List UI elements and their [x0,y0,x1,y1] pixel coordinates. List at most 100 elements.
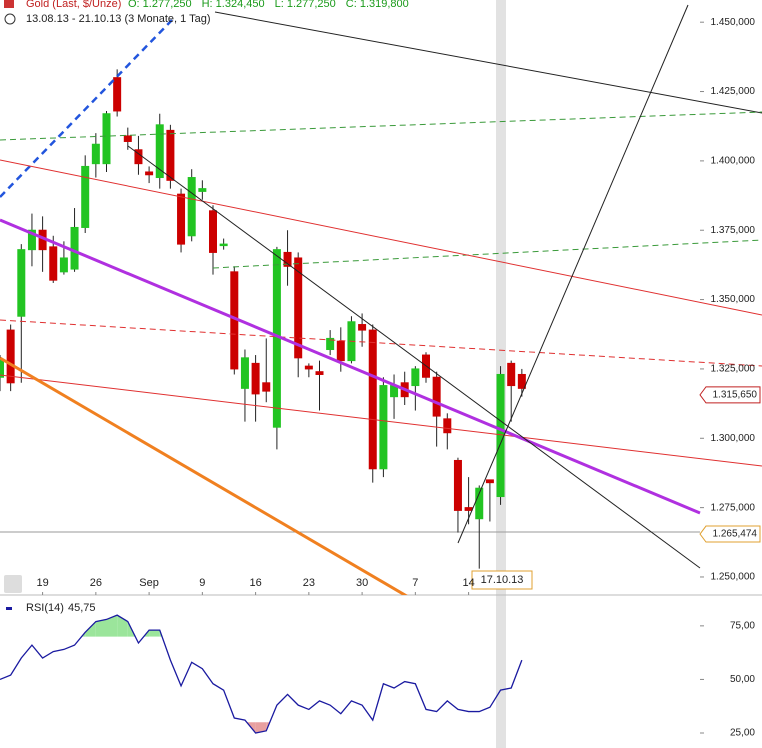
rsi-panel: 75,00 50,00 25,00 [0,614,755,739]
chart-icon [4,0,14,8]
y-tick-label: 25,00 [730,728,755,739]
candle-body [517,373,526,389]
main-panel [0,69,526,569]
price-label: 1.265,474 [713,529,758,540]
x-tick-label: 26 [90,577,102,589]
rsi-current: 45,75 [68,602,96,614]
rsi-band-fill [255,722,267,733]
x-tick-label: 16 [249,577,261,589]
trend-line [0,111,762,141]
y-tick-label: 1.250,000 [711,572,756,583]
candle-body [464,507,473,511]
price-label-box [699,386,761,404]
candle-body [336,340,345,362]
candle-body [283,251,292,267]
candle-body [507,362,516,387]
candle-body [145,171,154,176]
trend-line [0,218,701,515]
candle-body [27,229,36,251]
clock-icon [4,13,16,25]
candle-body [432,376,441,417]
x-tick-label: 19 [36,577,48,589]
x-tick-label: 9 [199,577,205,589]
rsi-band-fill [95,619,107,637]
candle-body [113,77,122,112]
ohlc-label: O: 1.277,250 [128,0,192,10]
y-tick-label: 75,00 [730,620,755,631]
candle-body [304,365,313,370]
candle-body [177,193,186,245]
y-tick-label: 1.425,000 [711,86,756,97]
y-tick-label: 1.325,000 [711,364,756,375]
candle-body [326,337,335,351]
rsi-legend: RSI(14) [26,602,64,614]
crosshair-date-box [471,570,533,590]
candle-body [262,382,271,392]
candle-body [219,243,228,247]
candle-body [453,459,462,511]
trend-line [457,4,689,544]
trend-line [0,319,762,367]
trend-line [0,356,408,595]
candle-body [123,135,132,142]
y-tick-label: 1.400,000 [711,156,756,167]
rsi-legend-swatch [6,607,12,610]
candle-body [17,249,26,317]
ohlc-label: C: 1.319,800 [346,0,409,10]
chart-title: Gold (Last, $/Unze) [26,0,121,10]
ohlc-label: H: 1.324,450 [202,0,265,10]
price-label: 1.315,650 [713,390,758,401]
chart-subtitle: 13.08.13 - 21.10.13 (3 Monate, 1 Tag) [26,13,210,25]
candle-body [251,362,260,395]
candle-body [91,143,100,165]
y-tick-label: 1.375,000 [711,225,756,236]
y-tick-label: 1.275,000 [711,502,756,513]
x-tick-label: 7 [412,577,418,589]
x-tick-label: 30 [356,577,368,589]
candle-body [315,371,324,375]
ohlc-values: O: 1.277,250 H: 1.324,450 L: 1.277,250 C: 1… [128,0,409,10]
candle-body [166,129,175,181]
crosshair-date: 17.10.13 [481,574,524,586]
trend-lines [0,4,762,595]
zoom-button[interactable] [4,575,22,593]
candle-body [443,418,452,434]
candle-body [379,385,388,470]
price-label-box [699,525,761,543]
x-tick-label: 14 [462,577,474,589]
trend-line [0,19,173,198]
y-tick-label: 1.300,000 [711,433,756,444]
candle-body [187,177,196,237]
rsi-band-fill [149,630,160,637]
x-tick-label: 23 [303,577,315,589]
ohlc-label: L: 1.277,250 [275,0,336,10]
candle-body [0,360,4,378]
candle-body [358,324,367,331]
candle-body [485,479,494,484]
candle-body [6,329,15,384]
candle-body [411,368,420,387]
trend-line [214,11,762,114]
trend-line [0,159,762,316]
candle-body [49,246,58,281]
y-tick-label: 1.350,000 [711,294,756,305]
candle-body [155,124,164,179]
rsi-line [0,614,523,734]
candle-body [81,165,90,228]
trend-line [0,374,762,467]
trend-line [212,239,762,269]
candle-body [102,113,111,165]
rsi-band-fill [85,621,96,637]
x-tick-label: Sep [139,577,159,589]
candle-body [59,257,68,273]
rsi-band-fill [106,615,118,637]
candle-body [368,329,377,470]
candle-body [294,257,303,359]
trend-line [127,145,701,569]
candle-body [198,188,207,192]
candle-body [475,487,484,520]
y-tick-label: 1.450,000 [711,17,756,28]
candle-body [70,226,79,270]
candle-body [240,357,249,389]
